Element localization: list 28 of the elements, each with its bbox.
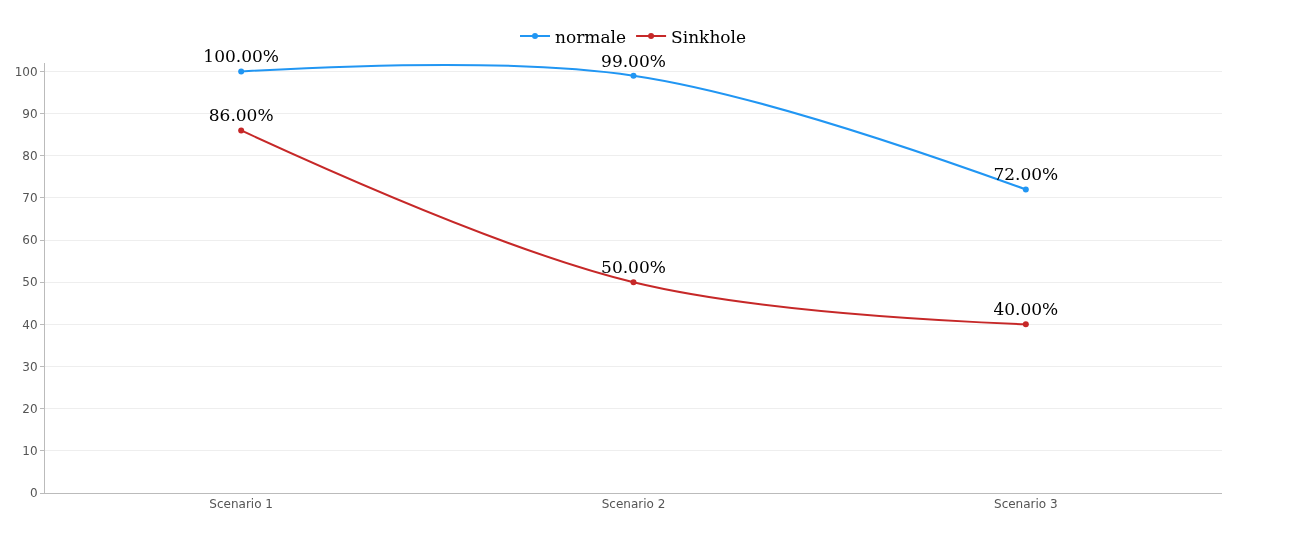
y-tick-label: 10 [22,444,38,459]
legend-label: normale [555,26,627,47]
y-tick-label: 40 [22,317,38,332]
y-tick-label: 90 [22,106,38,121]
point [238,127,245,134]
data-label: 72.00% [993,164,1059,185]
y-tick-label: 80 [22,148,38,163]
y-tick-label: 60 [22,233,38,248]
data-label: 50.00% [601,257,666,278]
legend-label: Sinkhole [671,26,747,47]
data-label: 40.00% [993,299,1059,320]
data-label: 100.00% [203,46,279,67]
point [1022,321,1029,328]
data-label: 86.00% [208,105,274,126]
x-tick-label: Scenario 3 [994,497,1058,512]
x-tick-label: Scenario 1 [209,497,273,512]
point [630,72,637,79]
point [630,279,637,286]
y-tick-label: 100 [14,64,38,79]
y-tick-label: 70 [22,191,38,206]
y-tick-label: 50 [22,275,38,290]
x-tick-label: Scenario 2 [601,497,666,512]
y-tick-label: 30 [22,359,38,374]
point [238,68,245,75]
y-tick-label: 20 [22,401,38,416]
data-label: 99.00% [601,50,666,71]
y-tick-label: 0 [29,486,38,501]
point [1022,186,1029,193]
